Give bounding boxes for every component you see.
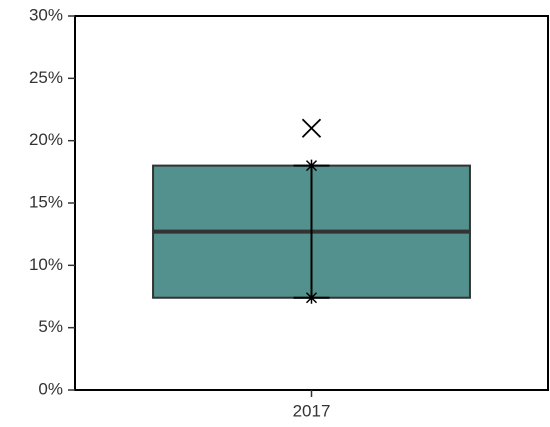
- whisker-end-marker: [305, 291, 318, 304]
- y-tick-label: 5%: [38, 317, 63, 336]
- y-tick-label: 0%: [38, 379, 63, 398]
- whisker-end-marker: [305, 159, 318, 172]
- y-tick-label: 10%: [29, 255, 63, 274]
- y-tick-label: 25%: [29, 68, 63, 87]
- y-tick-label: 30%: [29, 5, 63, 24]
- y-tick-label: 20%: [29, 130, 63, 149]
- outlier: [301, 118, 322, 138]
- x-tick-label: 2017: [293, 401, 331, 420]
- y-tick-label: 15%: [29, 192, 63, 211]
